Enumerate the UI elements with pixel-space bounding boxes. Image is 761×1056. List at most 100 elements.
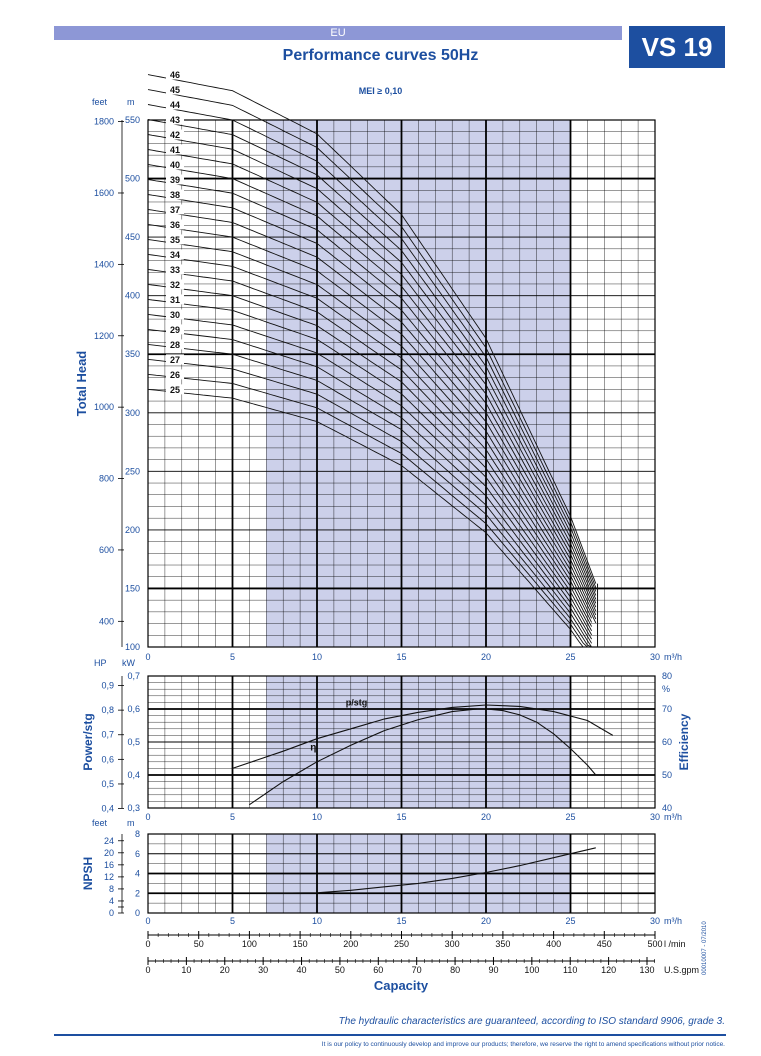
gpm-ticklabel: 50 [335, 965, 345, 975]
stage-label-31: 31 [170, 295, 180, 305]
stage-label-bg [166, 219, 184, 230]
head-ytick-m: 100 [125, 642, 140, 652]
stage-curve-29 [147, 328, 592, 644]
head-ytick-m: 450 [125, 232, 140, 242]
stage-label-bg [166, 144, 184, 155]
npsh-xtick: 10 [312, 916, 322, 926]
npsh-xtick: 5 [230, 916, 235, 926]
power-ytick-kw: 0,4 [127, 770, 140, 780]
head-xtick: 20 [481, 652, 491, 662]
npsh-xtick: 25 [565, 916, 575, 926]
power-series-label: p/stg [346, 698, 368, 708]
lpm-ticklabel: 450 [597, 939, 612, 949]
stage-label-bg [166, 69, 184, 80]
stage-label-30: 30 [170, 310, 180, 320]
lpm-ticklabel: 350 [495, 939, 510, 949]
gpm-ticklabel: 90 [488, 965, 498, 975]
head-ytick-ft: 1600 [94, 188, 114, 198]
power-axis-title: Power/stg [81, 713, 95, 770]
power-ytick-kw: 0,7 [127, 671, 140, 681]
head-xtick: 5 [230, 652, 235, 662]
npsh-xtick: 30 [650, 916, 660, 926]
power-curve [232, 704, 614, 769]
head-ytick-m: 550 [125, 115, 140, 125]
stage-label-26: 26 [170, 370, 180, 380]
power-frame [147, 675, 656, 809]
npsh-ytick-ft: 24 [104, 836, 114, 846]
stage-label-bg [166, 354, 184, 365]
stage-curve-27 [147, 358, 592, 648]
stage-curve-41 [147, 149, 597, 604]
head-ytick-ft: 1400 [94, 259, 114, 269]
stage-label-28: 28 [170, 340, 180, 350]
lpm-ticklabel: 0 [145, 939, 150, 949]
power-xtick: 15 [396, 812, 406, 822]
gpm-unit: U.S.gpm [664, 965, 699, 975]
stage-curve-33 [147, 268, 592, 627]
stage-curve-28 [147, 343, 592, 648]
stage-curve-43 [147, 119, 597, 596]
guarantee-note: The hydraulic characteristics are guaran… [338, 1016, 725, 1027]
stage-curve-45 [147, 89, 597, 588]
head-ytick-m: 500 [125, 174, 140, 184]
head-ytick-m: 300 [125, 408, 140, 418]
gpm-ticklabel: 30 [258, 965, 268, 975]
power-ytick-hp: 0,8 [101, 705, 114, 715]
stage-label-40: 40 [170, 160, 180, 170]
eff-ytick: 80 [662, 671, 672, 681]
gpm-ticklabel: 10 [181, 965, 191, 975]
stage-label-bg [166, 339, 184, 350]
npsh-ytick-m: 2 [135, 888, 140, 898]
stage-label-bg [166, 159, 184, 170]
stage-curve-25 [147, 388, 592, 648]
stage-label-bg [166, 369, 184, 380]
gpm-ticklabel: 0 [145, 965, 150, 975]
npsh-unit-feet: feet [92, 818, 108, 828]
npsh-x-unit: m³/h [664, 916, 682, 926]
stage-curve-34 [147, 253, 593, 623]
stage-label-43: 43 [170, 115, 180, 125]
head-ytick-m: 200 [125, 525, 140, 535]
stage-label-bg [166, 84, 184, 95]
stage-label-44: 44 [170, 100, 180, 110]
power-ytick-hp: 0,9 [101, 681, 114, 691]
lpm-unit: l /min [664, 939, 686, 949]
head-ytick-ft: 800 [99, 474, 114, 484]
npsh-axis-title: NPSH [81, 857, 95, 890]
lpm-ticklabel: 50 [194, 939, 204, 949]
gpm-ticklabel: 40 [297, 965, 307, 975]
eff-ytick: 50 [662, 770, 672, 780]
stage-label-bg [166, 114, 184, 125]
power-ytick-kw: 0,3 [127, 803, 140, 813]
npsh-ytick-ft: 8 [109, 884, 114, 894]
head-x-unit: m³/h [664, 652, 682, 662]
gpm-ticklabel: 130 [639, 965, 654, 975]
npsh-ytick-ft: 4 [109, 896, 114, 906]
stage-label-bg [166, 309, 184, 320]
efficiency-series-label: η [310, 742, 316, 753]
stage-label-bg [166, 234, 184, 245]
head-ytick-ft: 1000 [94, 402, 114, 412]
stage-label-45: 45 [170, 85, 180, 95]
head-xtick: 0 [145, 652, 150, 662]
power-ytick-hp: 0,7 [101, 730, 114, 740]
mei-label: MEI ≥ 0,10 [358, 86, 403, 96]
gpm-ticklabel: 100 [524, 965, 539, 975]
lpm-ticklabel: 300 [445, 939, 460, 949]
stage-curve-40 [147, 164, 597, 608]
head-xtick: 15 [396, 652, 406, 662]
stage-label-46: 46 [170, 70, 180, 80]
power-unit-hp: HP [94, 658, 107, 668]
disclaimer: It is our policy to continuously develop… [321, 1041, 725, 1048]
stage-curve-38 [147, 194, 597, 616]
stage-label-bg [166, 99, 184, 110]
stage-label-42: 42 [170, 130, 180, 140]
npsh-ytick-ft: 0 [109, 908, 114, 918]
npsh-unit-m: m [127, 818, 135, 828]
npsh-ytick-m: 8 [135, 829, 140, 839]
head-frame [147, 119, 656, 648]
stage-label-bg [166, 174, 184, 185]
head-xtick: 10 [312, 652, 322, 662]
npsh-xtick: 0 [145, 916, 150, 926]
stage-label-32: 32 [170, 280, 180, 290]
